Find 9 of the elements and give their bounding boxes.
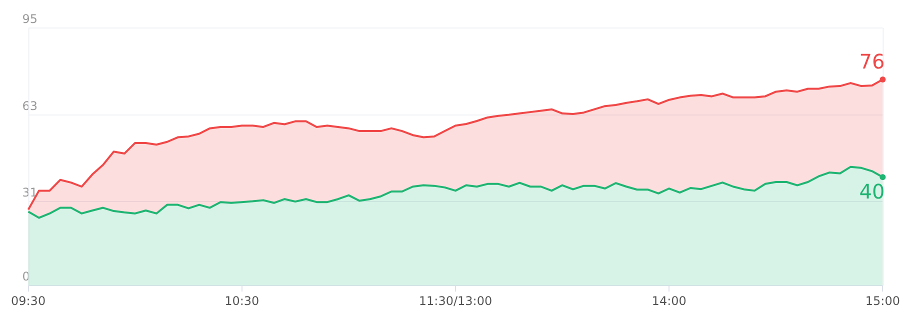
x-tick-label: 10:30	[224, 294, 260, 308]
x-tick-label: 14:00	[652, 294, 686, 308]
annotation: 76	[859, 50, 885, 74]
x-tick-label: 09:30	[10, 294, 46, 308]
y-tick-label: 63	[22, 98, 38, 113]
x-tick-label: 11:30/13:00	[418, 294, 492, 308]
x-tick-label: 15:00	[865, 294, 900, 308]
annotation: 40	[859, 179, 885, 204]
y-tick-label: 95	[22, 12, 38, 26]
